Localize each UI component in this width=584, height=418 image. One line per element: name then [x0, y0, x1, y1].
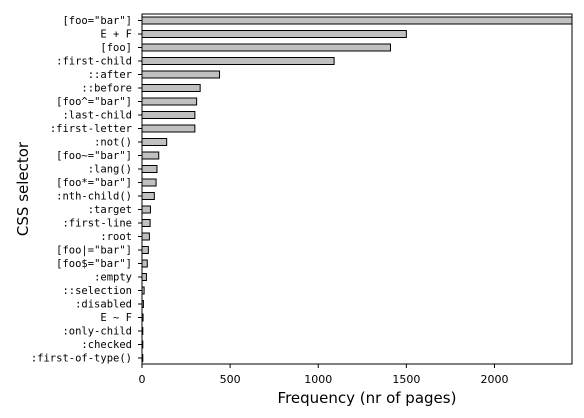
- bar: [141, 138, 168, 146]
- y-tick-label: [foo|="bar"]: [56, 245, 132, 257]
- y-tick-label: ::before: [81, 83, 132, 95]
- bar: [141, 70, 221, 79]
- y-tick-label: :empty: [94, 272, 132, 284]
- y-tick-label: [foo~="bar"]: [56, 150, 132, 162]
- y-tick-label: :target: [88, 204, 132, 216]
- y-tick-label: :first-line: [62, 218, 132, 230]
- bar: [141, 165, 158, 173]
- bar: [141, 178, 157, 187]
- bar: [141, 84, 201, 92]
- bar: [141, 97, 198, 106]
- bar: [141, 57, 335, 65]
- y-tick-label: :first-child: [56, 56, 132, 68]
- y-tick-label: :disabled: [75, 299, 132, 311]
- x-tick-label: 2000: [480, 373, 508, 386]
- bar: [141, 192, 155, 200]
- x-tick-label: 1500: [392, 373, 420, 386]
- y-tick-label: :first-of-type(): [31, 353, 132, 365]
- bar: [141, 16, 573, 25]
- y-tick-label: [foo]: [100, 42, 132, 54]
- bar: [141, 246, 149, 254]
- x-tick-label: 0: [139, 373, 146, 386]
- y-tick-label: :lang(): [88, 164, 132, 176]
- y-tick-label: :checked: [81, 339, 132, 351]
- bar: [141, 205, 151, 214]
- bar: [141, 232, 150, 241]
- y-tick-label: ::selection: [62, 285, 132, 297]
- y-tick-label: :not(): [94, 137, 132, 149]
- x-tick-labels: 0 500 1000 1500 2000: [139, 364, 508, 386]
- y-tick-label: :root: [100, 231, 132, 243]
- y-tick-label: :only-child: [62, 326, 132, 338]
- y-tick-label: ::after: [88, 69, 132, 81]
- bar: [141, 124, 196, 133]
- bar: [141, 354, 144, 362]
- y-tick-label: E ~ F: [100, 312, 132, 324]
- bar: [141, 43, 391, 52]
- y-tick-label: [foo*="bar"]: [56, 177, 132, 189]
- bar: [141, 30, 407, 38]
- bar: [141, 300, 144, 308]
- bar: [141, 340, 144, 349]
- bar-series: [141, 16, 573, 362]
- y-tick-label: [foo^="bar"]: [56, 96, 132, 108]
- y-tick-label: [foo$="bar"]: [56, 258, 132, 270]
- y-tick-label: :nth-child(): [56, 191, 132, 203]
- bar: [141, 327, 144, 335]
- bar: [141, 219, 151, 227]
- x-axis-title: Frequency (nr of pages): [278, 389, 457, 407]
- plot-frame: [141, 13, 573, 365]
- bar: [141, 259, 148, 268]
- y-tick-label: E + F: [100, 29, 132, 41]
- x-tick-label: 500: [220, 373, 241, 386]
- y-tick-label: [foo="bar"]: [62, 15, 132, 27]
- y-tick-labels: [foo="bar"]E + F[foo]:first-child::after…: [31, 15, 142, 365]
- y-axis-title: CSS selector: [14, 141, 32, 236]
- bar: [141, 273, 147, 281]
- x-tick-label: 1000: [304, 373, 332, 386]
- y-tick-label: :last-child: [62, 110, 132, 122]
- bar: [141, 151, 160, 160]
- bar: [141, 313, 144, 322]
- bar: [141, 286, 145, 295]
- y-tick-label: :first-letter: [50, 123, 132, 135]
- bar: [141, 111, 196, 119]
